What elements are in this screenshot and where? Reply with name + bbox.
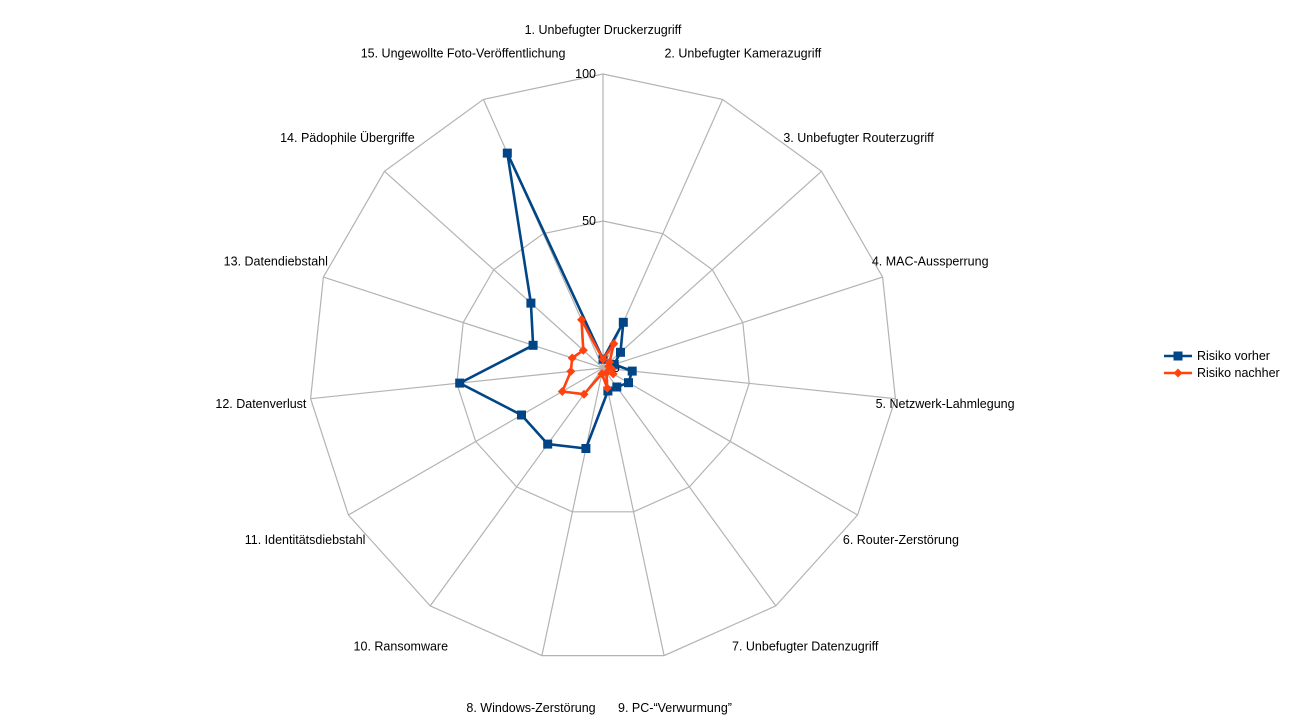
legend-label: Risiko vorher	[1197, 349, 1270, 363]
grid-spoke-4	[602, 276, 883, 369]
data-point	[526, 298, 536, 308]
legend-item-risiko-nachher: Risiko nachher	[1164, 366, 1280, 380]
category-label-2: 2. Unbefugter Kamerazugriff	[664, 47, 821, 61]
legend-label: Risiko nachher	[1197, 366, 1280, 380]
grid-spoke-9	[541, 367, 604, 656]
data-point	[543, 439, 553, 449]
data-point	[455, 378, 465, 388]
category-labels: 1. Unbefugter Druckerzugriff 2. Unbefugte…	[215, 23, 1014, 715]
data-point	[618, 317, 628, 327]
data-point	[627, 366, 637, 376]
grid-ring-0	[456, 220, 750, 513]
data-point	[616, 347, 625, 357]
grid-spoke-5	[602, 367, 896, 400]
grid-spoke-6	[602, 367, 858, 516]
data-point	[598, 354, 608, 364]
data-point	[567, 353, 577, 363]
grid-spoke-10	[429, 367, 604, 607]
data-point	[579, 389, 589, 399]
data-point	[609, 339, 619, 349]
tick-label: 50	[582, 214, 596, 228]
legend-marker	[1173, 368, 1183, 378]
data-point	[557, 387, 567, 396]
data-point	[577, 315, 586, 325]
data-point	[602, 383, 612, 393]
category-label-1: 1. Unbefugter Druckerzugriff	[525, 23, 682, 37]
data-point	[581, 444, 591, 453]
category-label-8: 8. Windows-Zerstörung	[466, 701, 595, 715]
series-risiko-nachher	[557, 315, 619, 399]
data-point	[597, 369, 607, 379]
legend: Risiko vorher Risiko nachher	[1164, 349, 1280, 380]
radar-grid	[309, 73, 897, 657]
data-point	[609, 359, 619, 369]
data-point	[608, 369, 618, 379]
grid-spoke-14	[384, 170, 604, 369]
category-label-14: 14. Pädophile Übergriffe	[280, 131, 415, 145]
category-label-15: 15. Ungewollte Foto-Veröffentlichung	[361, 47, 566, 61]
grid-ring-1	[309, 73, 897, 657]
grid-spoke-8	[602, 367, 665, 656]
series-risiko-vorher	[455, 148, 637, 453]
data-point	[612, 382, 622, 392]
category-label-10: 10. Ransomware	[354, 639, 449, 653]
data-point	[566, 366, 576, 376]
data-point	[578, 345, 588, 355]
category-label-5: 5. Netzwerk-Lahmlegung	[876, 397, 1015, 411]
data-series	[455, 148, 637, 453]
legend-item-risiko-vorher: Risiko vorher	[1164, 349, 1270, 363]
series-line	[458, 151, 634, 450]
grid-spoke-13	[323, 276, 604, 369]
data-point	[624, 378, 633, 388]
category-label-4: 4. MAC-Aussperrung	[872, 255, 989, 269]
category-label-7: 7. Unbefugter Datenzugriff	[732, 639, 879, 653]
category-label-12: 12. Datenverlust	[215, 397, 307, 411]
category-label-6: 6. Router-Zerstörung	[843, 533, 959, 547]
grid-spoke-7	[602, 367, 777, 607]
data-point	[528, 340, 538, 350]
category-label-3: 3. Unbefugter Routerzugriff	[783, 131, 934, 145]
data-point	[517, 410, 526, 420]
grid-spoke-3	[602, 170, 822, 369]
category-label-13: 13. Datendiebstahl	[224, 255, 328, 269]
data-point	[502, 148, 512, 158]
legend-marker	[1173, 351, 1183, 361]
category-label-11: 11. Identitätsdiebstahl	[245, 533, 366, 547]
category-label-9: 9. PC-“Verwurmung”	[618, 701, 732, 715]
tick-label: 100	[575, 67, 596, 81]
